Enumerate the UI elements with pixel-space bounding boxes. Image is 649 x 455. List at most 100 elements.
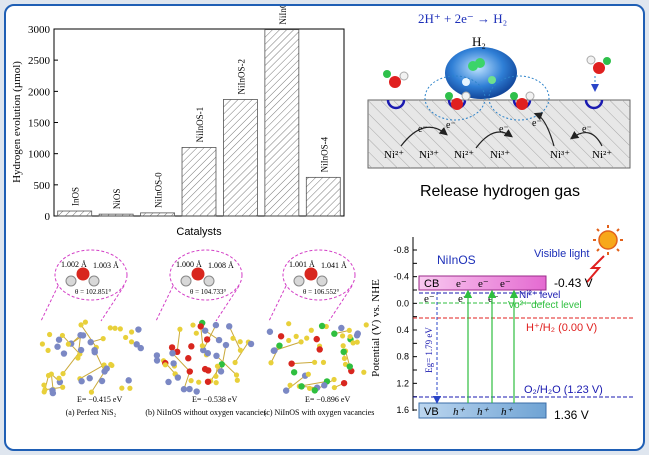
chart-y-tick-label: 0	[45, 211, 51, 223]
light-bolt-icon	[586, 255, 605, 283]
bar-nios	[98, 213, 134, 217]
cb-electron: e⁻	[456, 278, 467, 290]
zoom-guide	[268, 285, 287, 322]
chart-y-axis-label: Hydrogen evolution (µmol)	[11, 61, 23, 183]
bar-niinos-1	[181, 147, 217, 217]
o-level-label: O₂/H₂O (1.23 V)	[524, 384, 603, 396]
ni-level-label: Ni²⁺ level	[519, 290, 560, 301]
chart-y-tick-label: 500	[34, 180, 51, 192]
electron-transfer-arrow	[400, 126, 448, 147]
ni-site	[386, 99, 406, 110]
chart-y-tick-label: 1000	[28, 149, 51, 161]
hydrogen-release-schematic: 2H⁺ + 2e⁻ → H₂ H₂	[367, 11, 631, 200]
bond-angle: θ = 102.851°	[75, 288, 112, 296]
chart-x-axis-label: Catalysts	[176, 226, 222, 238]
vb-hole: h⁺	[501, 406, 514, 418]
structure-panel: 1.001 Å 1.041 Å θ = 106.552° E= −0.896 eV (c…	[264, 249, 375, 417]
crystal-lattice	[39, 319, 144, 397]
water-molecule	[586, 55, 611, 74]
visible-light-label: Visible light	[534, 248, 589, 260]
zoom-guide	[215, 285, 240, 322]
structure-panel: 1.002 Å 1.003 Å θ = 102.851° E= −0.415 eV (a…	[39, 249, 144, 417]
bar-category-label: NiInOS-1	[195, 107, 205, 143]
bar-category-label: NiInOS-0	[154, 172, 164, 208]
band-diagram: -0.8 -0.4 0.0 0.4 0.8 1.2 1.6 Potential (V) vs…	[370, 225, 634, 422]
bar-category-label: NiOS	[112, 189, 122, 210]
adsorption-region	[488, 75, 550, 121]
material-label: NiInOS	[437, 253, 476, 267]
adsorption-energy: E= −0.415 eV	[77, 395, 122, 404]
electron-transfer-arrow	[475, 129, 513, 149]
h-atom	[488, 76, 496, 84]
cb-electron: e⁻	[500, 278, 511, 290]
vb-hole: h⁺	[477, 406, 490, 418]
bandgap-label: Eg= 1.79 eV	[424, 327, 434, 373]
dft-structures: 1.002 Å 1.003 Å θ = 102.851° E= −0.415 eV (a…	[39, 249, 375, 417]
bond-length-2: 1.008 Å	[208, 261, 234, 270]
band-tick-label: 1.2	[396, 378, 409, 388]
conduction-band	[418, 275, 547, 291]
band-y-axis-label: Potential (V) vs. NHE	[370, 279, 382, 377]
crystal-lattice	[153, 319, 255, 395]
adsorption-region	[424, 75, 486, 121]
h-atom	[475, 58, 485, 68]
sun-icon	[593, 225, 623, 255]
crystal-lattice	[266, 321, 369, 394]
electron-label: e⁻	[532, 118, 542, 129]
zoom-ellipse	[169, 249, 243, 301]
bar-niinos-3	[264, 29, 300, 217]
bar-niinos-4	[305, 176, 341, 217]
chart-y-tick-label: 2500	[28, 55, 51, 67]
cb-value: -0.43 V	[554, 276, 593, 290]
structure-panel: 1.000 Å 1.008 Å θ = 104.733° E= −0.538 eV (b…	[145, 249, 267, 417]
bond-length-2: 1.003 Å	[93, 261, 119, 270]
electron-transfer-arrow	[533, 112, 555, 147]
h-atom	[462, 78, 470, 86]
ni2-label: Ni²⁺	[384, 149, 404, 161]
band-tick-label: -0.4	[393, 272, 409, 282]
valence-band	[418, 402, 547, 419]
vb-hole: h⁺	[453, 406, 466, 418]
h2-label: H₂	[472, 34, 486, 49]
release-caption: Release hydrogen gas	[420, 183, 580, 200]
electron-label: e⁻	[446, 120, 456, 131]
adsorption-energy: E= −0.896 eV	[305, 395, 350, 404]
water-molecule	[510, 91, 535, 110]
bond-angle: θ = 104.733°	[190, 288, 227, 296]
zoom-guide	[100, 285, 125, 322]
zoom-guide	[328, 285, 353, 322]
reaction-equation: 2H⁺ + 2e⁻ → H₂	[418, 11, 507, 26]
band-tick-label: 0.8	[396, 352, 409, 362]
vb-label: VB	[424, 406, 439, 418]
electron-label: e⁻	[582, 124, 592, 135]
trap-electron: e⁻	[458, 293, 469, 305]
figure-frame: 0 500 1000 1500 2000 2500 3000 InOS NiOS NiInOS-…	[4, 4, 645, 451]
band-tick-label: -0.8	[393, 245, 409, 255]
adsorbed-water-molecule	[180, 267, 215, 287]
chart-y-tick-label: 3000	[28, 24, 51, 36]
vb-value: 1.36 V	[554, 408, 589, 422]
ni2-label: Ni²⁺	[592, 149, 612, 161]
h2-bubble	[445, 47, 517, 99]
bar-niinos-0	[140, 212, 175, 217]
h-level-label: H⁺/H₂ (0.00 V)	[526, 322, 597, 334]
electron-label: e⁻	[418, 124, 428, 135]
bond-length-2: 1.041 Å	[321, 261, 347, 270]
bar-category-label: NiInOS-4	[319, 136, 329, 172]
zoom-guide	[155, 285, 174, 322]
hydrogen-bar-chart: 0 500 1000 1500 2000 2500 3000 InOS NiOS NiInOS-…	[11, 6, 345, 238]
band-tick-label: 1.6	[396, 405, 409, 415]
water-molecule	[383, 70, 409, 88]
trap-electron: e⁻	[488, 293, 499, 305]
ni2-label: Ni²⁺	[454, 149, 474, 161]
structure-caption: (c) NiInOS with oxygen vacancies	[264, 408, 375, 417]
cb-electron: e⁻	[478, 278, 489, 290]
band-tick-label: 0.4	[396, 325, 409, 335]
bar-category-label: InOS	[71, 187, 81, 206]
zoom-ellipse	[282, 249, 356, 301]
chart-y-tick-label: 2000	[28, 86, 51, 98]
bond-length-1: 1.002 Å	[61, 260, 87, 269]
bar-category-label: NiInOS-3	[278, 6, 288, 25]
vo-level-label: Vo²⁺ defect level	[508, 300, 582, 311]
